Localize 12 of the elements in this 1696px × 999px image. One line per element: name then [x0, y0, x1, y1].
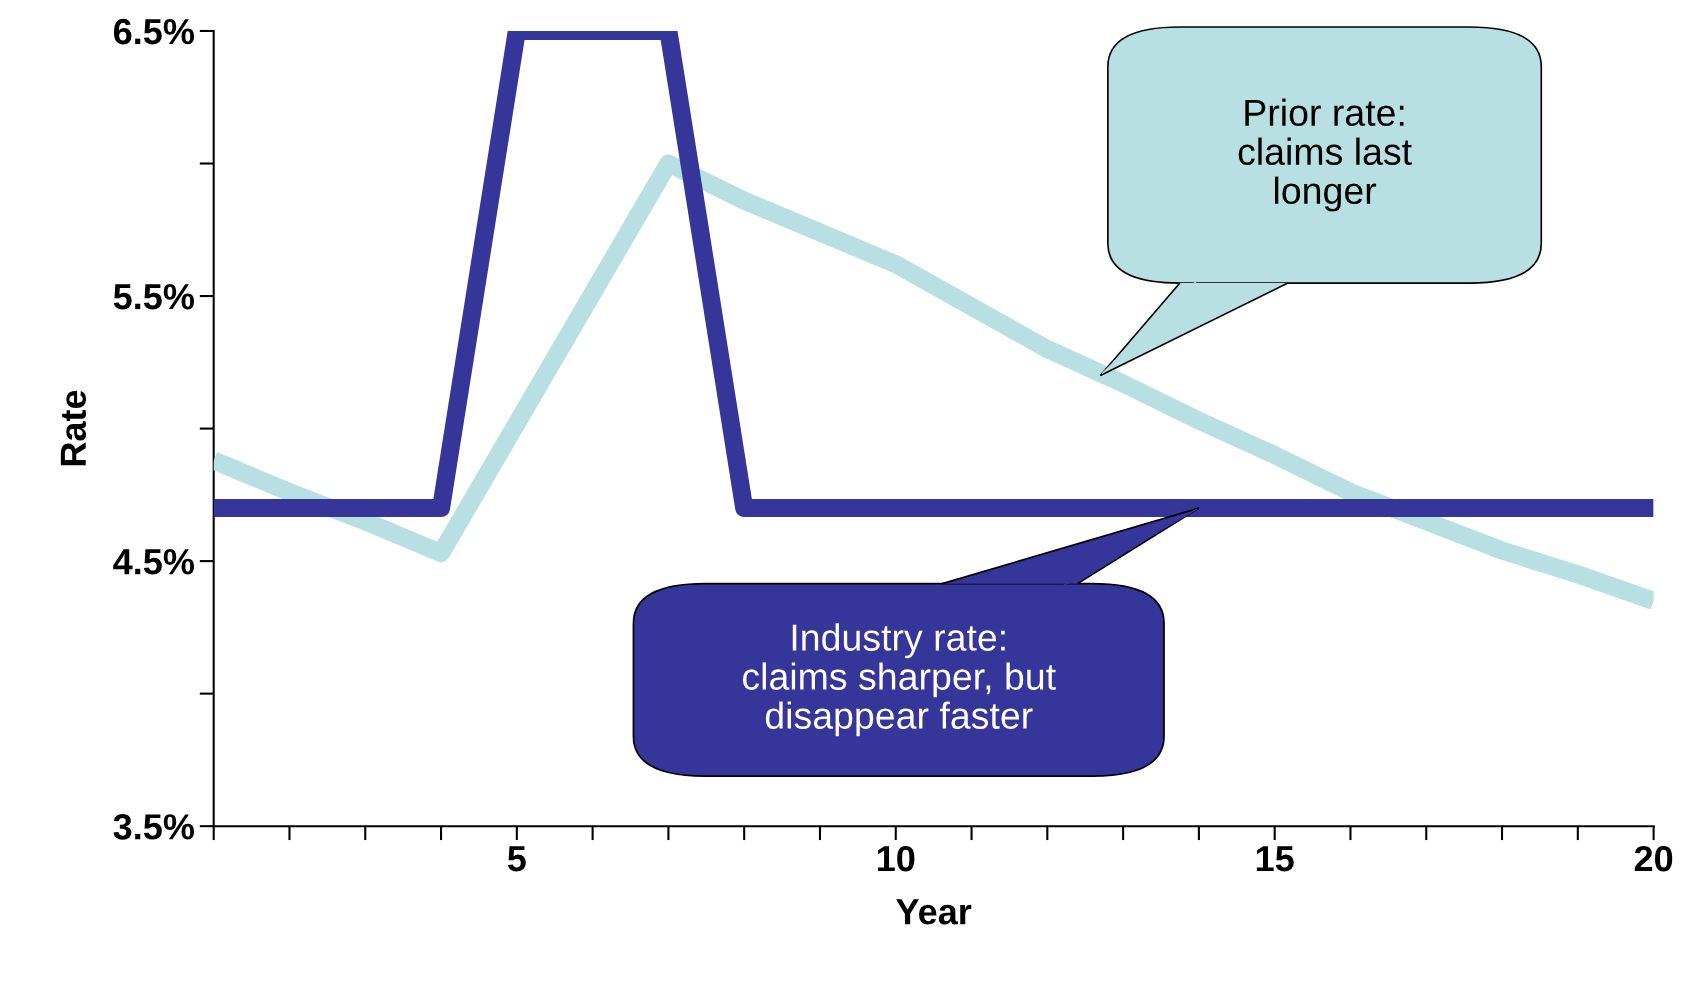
x-tick-label: 10 [877, 845, 915, 872]
y-tick-label: 3.5% [113, 814, 194, 840]
x-tick-label: 20 [1634, 845, 1673, 872]
y-tick-label: 5.5% [113, 284, 194, 310]
x-tick-label: 5 [507, 846, 526, 872]
annotation: Prior rate: claims last longer [1238, 98, 1412, 212]
annotation: Industry rate: claims sharper, but disappear faster [742, 623, 1056, 737]
y-tick-label: 4.5% [113, 549, 194, 575]
y-tick-label: 6.5% [113, 18, 194, 45]
y-axis-title: Rate [60, 390, 87, 466]
x-axis-title: Year [896, 899, 972, 925]
x-tick-label: 15 [1256, 846, 1294, 872]
